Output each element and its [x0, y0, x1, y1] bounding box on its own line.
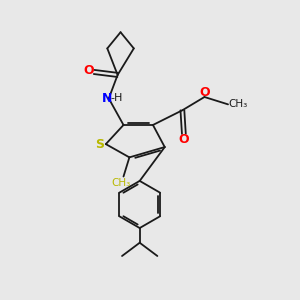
Text: -H: -H — [110, 94, 123, 103]
Text: CH₃: CH₃ — [111, 178, 130, 188]
Text: O: O — [178, 133, 189, 146]
Text: S: S — [95, 138, 104, 151]
Text: O: O — [200, 86, 210, 99]
Text: O: O — [83, 64, 94, 77]
Text: N: N — [101, 92, 112, 105]
Text: CH₃: CH₃ — [229, 99, 248, 110]
